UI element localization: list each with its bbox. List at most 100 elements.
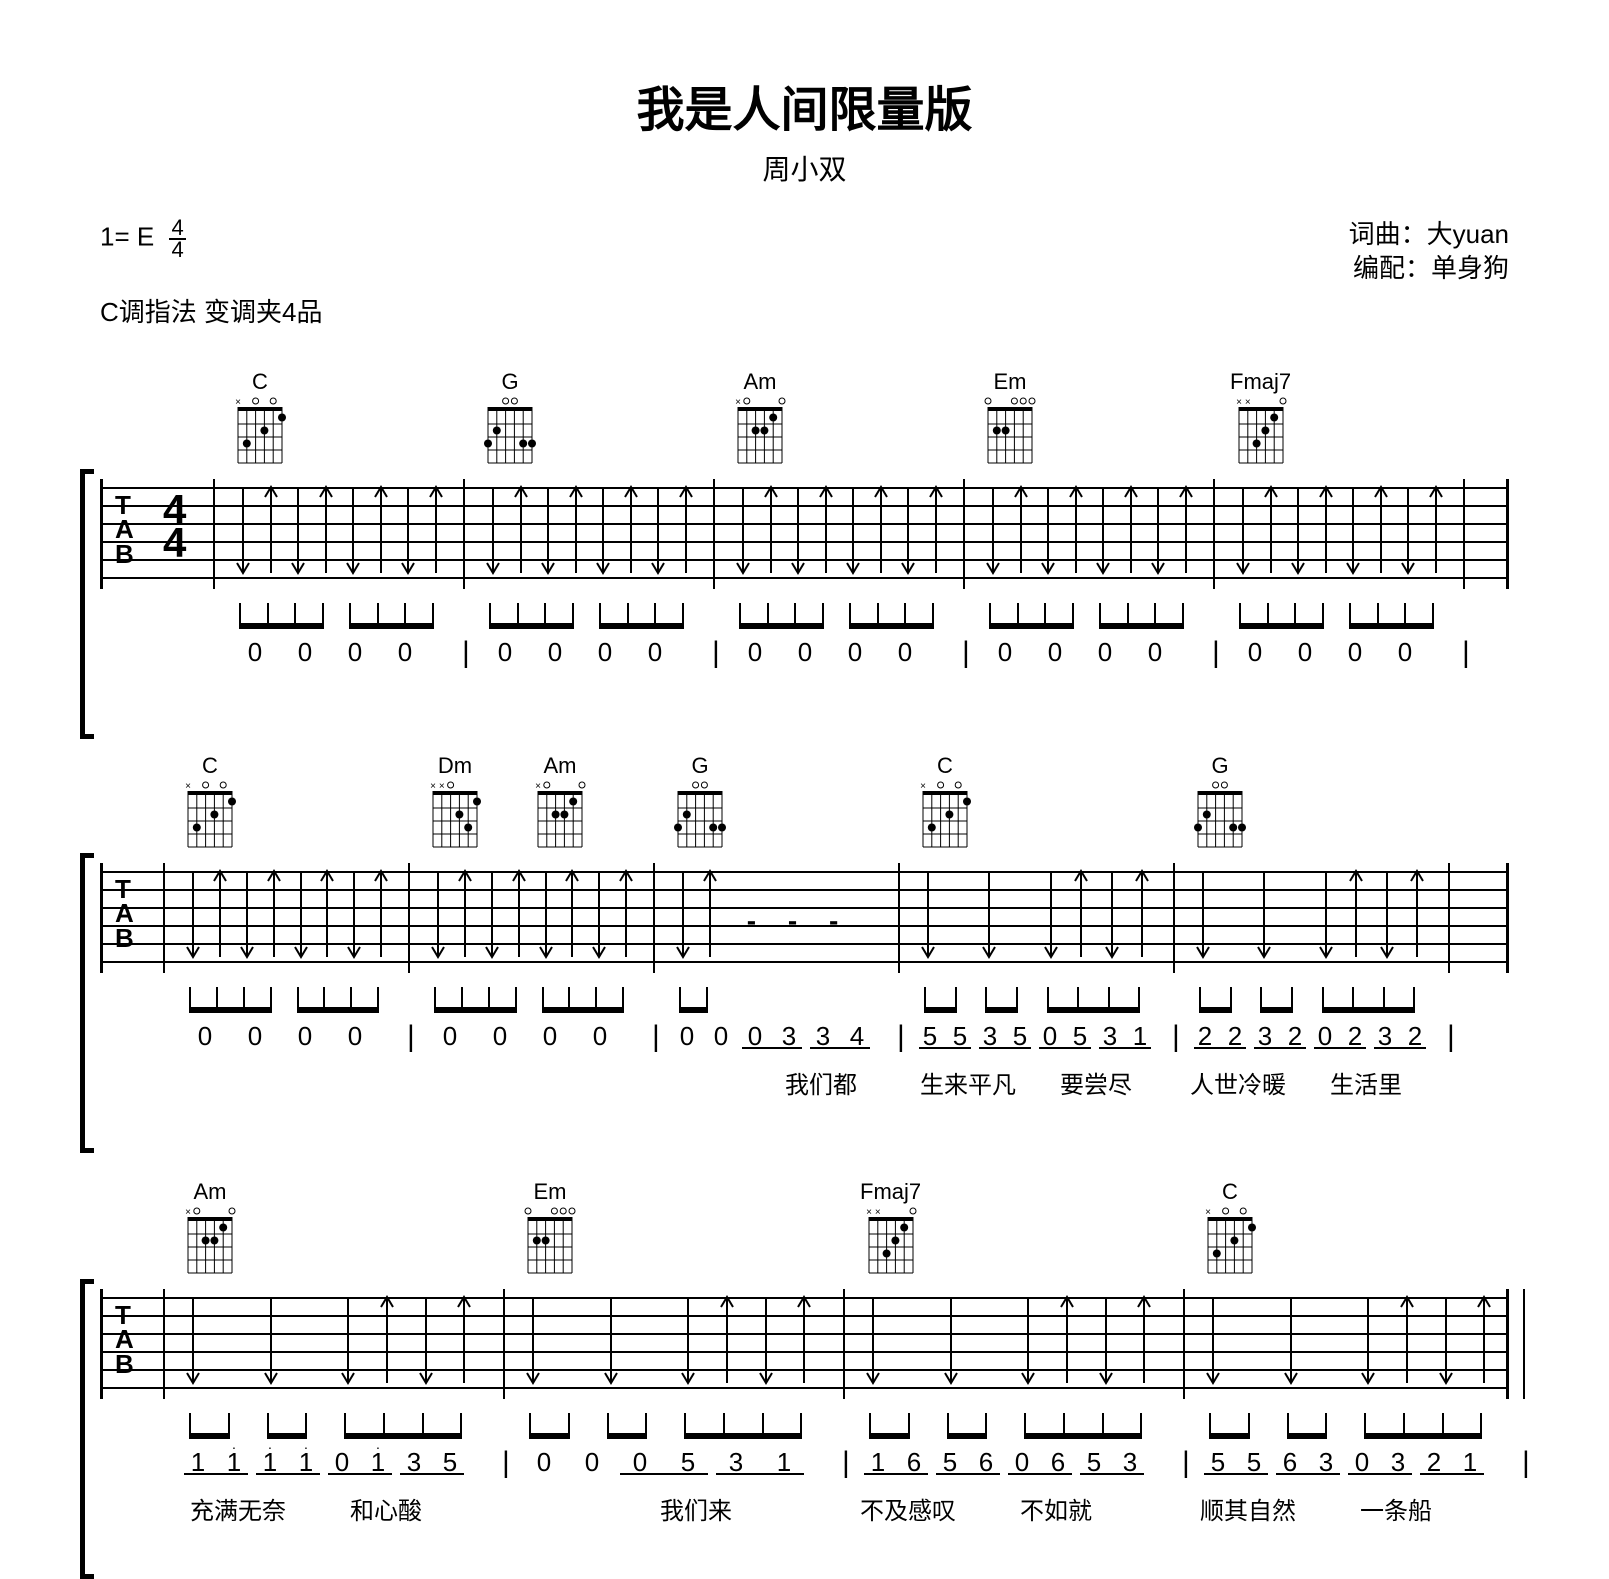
strum-up-icon xyxy=(1474,1291,1494,1386)
beam xyxy=(1239,623,1324,629)
time-sig-den: 4 xyxy=(169,240,185,260)
note-stem xyxy=(377,987,379,1009)
note-stem xyxy=(243,987,245,1009)
chord-block: Am× xyxy=(530,753,590,856)
lyric-text: 我们都 xyxy=(785,1065,857,1100)
barline xyxy=(843,1289,845,1399)
note-stem xyxy=(542,987,544,1009)
key-label: 1= E 4 4 xyxy=(100,218,186,286)
jianpu-barline: | xyxy=(1212,636,1220,670)
strum-up-icon xyxy=(717,1291,737,1386)
jianpu-underline xyxy=(864,1473,928,1475)
note-stem xyxy=(1154,603,1156,625)
tab-staff: TAB- - - xyxy=(100,863,1509,973)
chord-block: C× xyxy=(180,753,240,856)
beam xyxy=(607,1433,648,1439)
credits-line1: 词曲：大yuan xyxy=(1349,218,1509,252)
strum-down-icon xyxy=(237,865,257,960)
note-stem xyxy=(682,603,684,625)
jianpu-note: 0 xyxy=(1080,637,1130,668)
note-stem xyxy=(1383,987,1385,1009)
tab-string-line xyxy=(103,889,1506,891)
note-stem xyxy=(488,987,490,1009)
strum-down-icon xyxy=(941,1291,961,1386)
beam xyxy=(1349,623,1434,629)
strum-down-icon xyxy=(343,481,363,576)
svg-text:×: × xyxy=(535,781,541,792)
lyric-text: 顺其自然 xyxy=(1200,1491,1296,1526)
note-stem xyxy=(1182,603,1184,625)
svg-text:×: × xyxy=(866,1207,872,1218)
jianpu-barline: | xyxy=(897,1020,905,1054)
strum-up-icon xyxy=(317,865,337,960)
chord-block: Am× xyxy=(180,1179,240,1282)
note-stem xyxy=(1063,1413,1065,1435)
lyric-text: 一条船 xyxy=(1360,1491,1432,1526)
chord-name-label: C xyxy=(230,369,290,393)
note-stem xyxy=(349,603,351,625)
strum-up-icon xyxy=(1176,481,1196,576)
jianpu-barline: | xyxy=(1447,1020,1455,1054)
note-stem xyxy=(1017,603,1019,625)
note-stem xyxy=(739,603,741,625)
tab-string-line xyxy=(103,1387,1506,1389)
jianpu-note: 0 xyxy=(475,1021,525,1052)
chord-diagram xyxy=(980,395,1040,467)
strum-down-icon xyxy=(482,865,502,960)
beam xyxy=(1364,1433,1482,1439)
strum-up-icon xyxy=(371,865,391,960)
lyric-text: 和心酸 xyxy=(350,1491,422,1526)
lyrics-row: 我们都生来平凡要尝尽人世冷暖生活里 xyxy=(100,1065,1509,1099)
note-stem xyxy=(1352,987,1354,1009)
note-stem xyxy=(323,987,325,1009)
time-signature: 4 4 xyxy=(169,218,185,260)
jianpu-note: 0 xyxy=(525,1021,575,1052)
note-stem xyxy=(645,1413,647,1435)
chord-row: C×Dm××Am×GC×G xyxy=(100,753,1509,863)
strum-up-icon xyxy=(871,481,891,576)
barline xyxy=(713,479,715,589)
strum-up-icon xyxy=(676,481,696,576)
jianpu-underline xyxy=(979,1047,1031,1049)
jianpu-note: 0 xyxy=(580,637,630,668)
strum-down-icon xyxy=(756,1291,776,1386)
note-stem xyxy=(572,603,574,625)
chord-block: Em xyxy=(980,369,1040,472)
svg-text:×: × xyxy=(874,1207,880,1218)
note-stem xyxy=(544,603,546,625)
note-stem xyxy=(529,1413,531,1435)
note-stem xyxy=(1432,603,1434,625)
beam-row xyxy=(100,603,1509,633)
barline xyxy=(963,479,965,589)
jianpu-note: 0 xyxy=(1280,637,1330,668)
strum-down-icon xyxy=(678,1291,698,1386)
chord-block: G xyxy=(670,753,730,856)
chord-diagram: × xyxy=(730,395,790,467)
chord-diagram xyxy=(1190,779,1250,851)
system: C×GAm×EmFmaj7××TAB440000|0000|0000|0000|… xyxy=(100,369,1509,673)
jianpu-note: 0 xyxy=(330,1021,380,1052)
tab-string-line xyxy=(103,577,1506,579)
strum-down-icon xyxy=(863,1291,883,1386)
jianpu-note: 0 xyxy=(568,1447,616,1478)
note-stem xyxy=(377,603,379,625)
note-stem xyxy=(189,987,191,1009)
jianpu-underline xyxy=(1008,1473,1072,1475)
note-stem xyxy=(383,1413,385,1435)
octave-dot-icon: · xyxy=(232,1439,237,1455)
lyric-text: 不及感叹 xyxy=(860,1491,956,1526)
strum-down-icon xyxy=(673,865,693,960)
strum-up-icon xyxy=(1407,865,1427,960)
chord-block: Fmaj7×× xyxy=(1230,369,1291,472)
jianpu-barline: | xyxy=(1522,1446,1530,1480)
jianpu-note: 0 xyxy=(520,1447,568,1478)
strum-down-icon xyxy=(344,865,364,960)
note-stem xyxy=(1108,987,1110,1009)
octave-dot-icon: · xyxy=(268,1439,273,1455)
jianpu-barline: | xyxy=(842,1446,850,1480)
note-stem xyxy=(985,1413,987,1435)
strum-down-icon xyxy=(428,865,448,960)
note-stem xyxy=(595,987,597,1009)
jianpu-barline: | xyxy=(652,1020,660,1054)
strum-up-icon xyxy=(511,481,531,576)
